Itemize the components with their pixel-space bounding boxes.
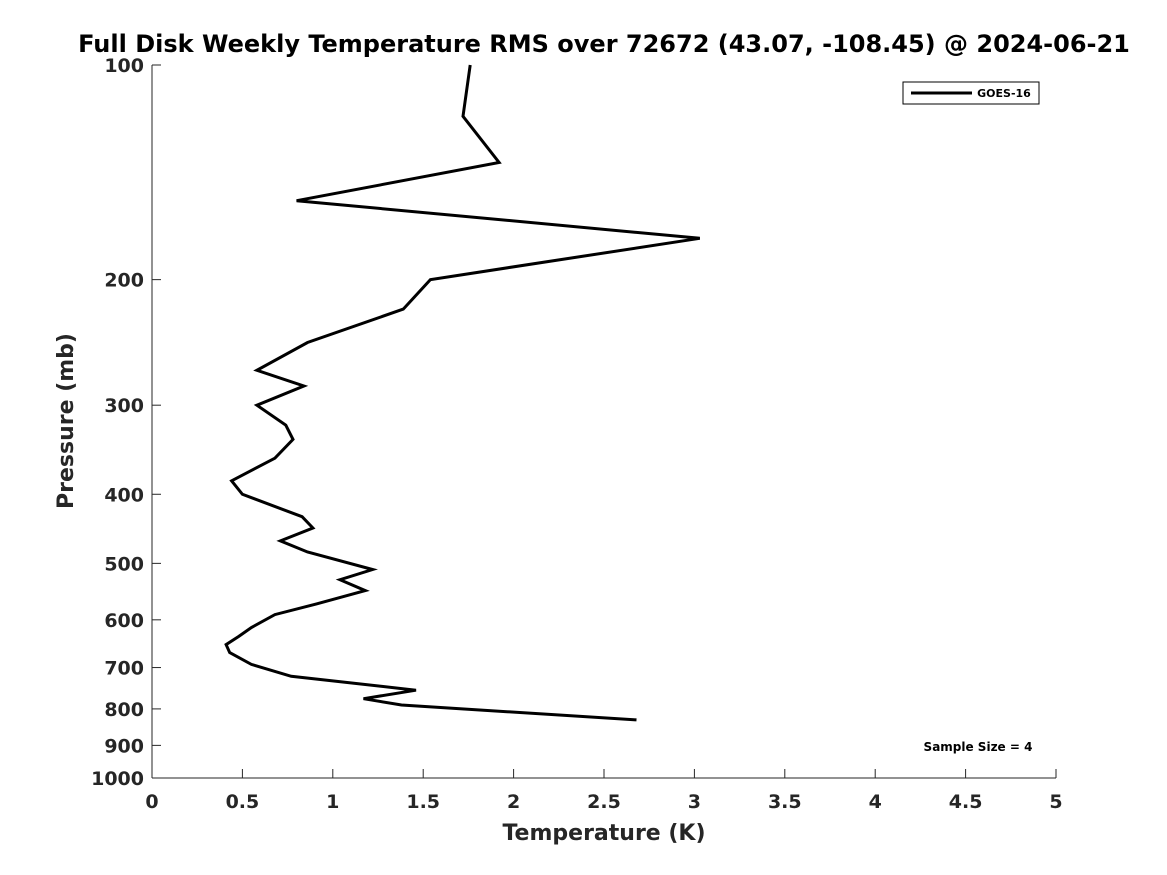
x-tick-label: 2.5 bbox=[587, 791, 621, 813]
x-axis-label: Temperature (K) bbox=[502, 821, 705, 846]
sample-size-annotation: Sample Size = 4 bbox=[924, 740, 1033, 754]
x-tick-label: 3 bbox=[688, 791, 701, 813]
y-tick-label: 900 bbox=[104, 735, 144, 757]
y-tick-label: 100 bbox=[104, 55, 144, 77]
legend-label-goes-16: GOES-16 bbox=[977, 87, 1031, 100]
y-tick-label: 500 bbox=[104, 553, 144, 575]
y-tick-label: 1000 bbox=[91, 768, 144, 790]
x-tick-label: 4 bbox=[869, 791, 882, 813]
series-line-goes-16 bbox=[224, 64, 701, 722]
y-tick-label: 400 bbox=[104, 484, 144, 506]
y-tick-label: 600 bbox=[104, 610, 144, 632]
plot-area bbox=[151, 65, 1056, 779]
x-tick-label: 2 bbox=[507, 791, 520, 813]
y-tick-label: 300 bbox=[104, 395, 144, 417]
y-axis-label: Pressure (mb) bbox=[54, 333, 79, 509]
x-tick-label: 0 bbox=[145, 791, 158, 813]
x-axis: 0 0.5 1 1.5 2 2.5 3 3.5 4 4.5 5 bbox=[145, 769, 1063, 813]
x-tick-label: 1.5 bbox=[406, 791, 440, 813]
y-axis: 100 200 300 400 500 600 700 800 900 1000 bbox=[91, 55, 161, 790]
x-tick-label: 3.5 bbox=[768, 791, 802, 813]
x-tick-label: 4.5 bbox=[949, 791, 983, 813]
y-tick-label: 800 bbox=[104, 699, 144, 721]
x-tick-label: 5 bbox=[1049, 791, 1062, 813]
series-layer bbox=[224, 64, 701, 722]
y-tick-label: 700 bbox=[104, 658, 144, 680]
legend: GOES-16 bbox=[902, 81, 1040, 105]
y-tick-label: 200 bbox=[104, 270, 144, 292]
x-tick-label: 0.5 bbox=[226, 791, 260, 813]
x-tick-label: 1 bbox=[326, 791, 339, 813]
chart-title: Full Disk Weekly Temperature RMS over 72… bbox=[78, 30, 1130, 58]
